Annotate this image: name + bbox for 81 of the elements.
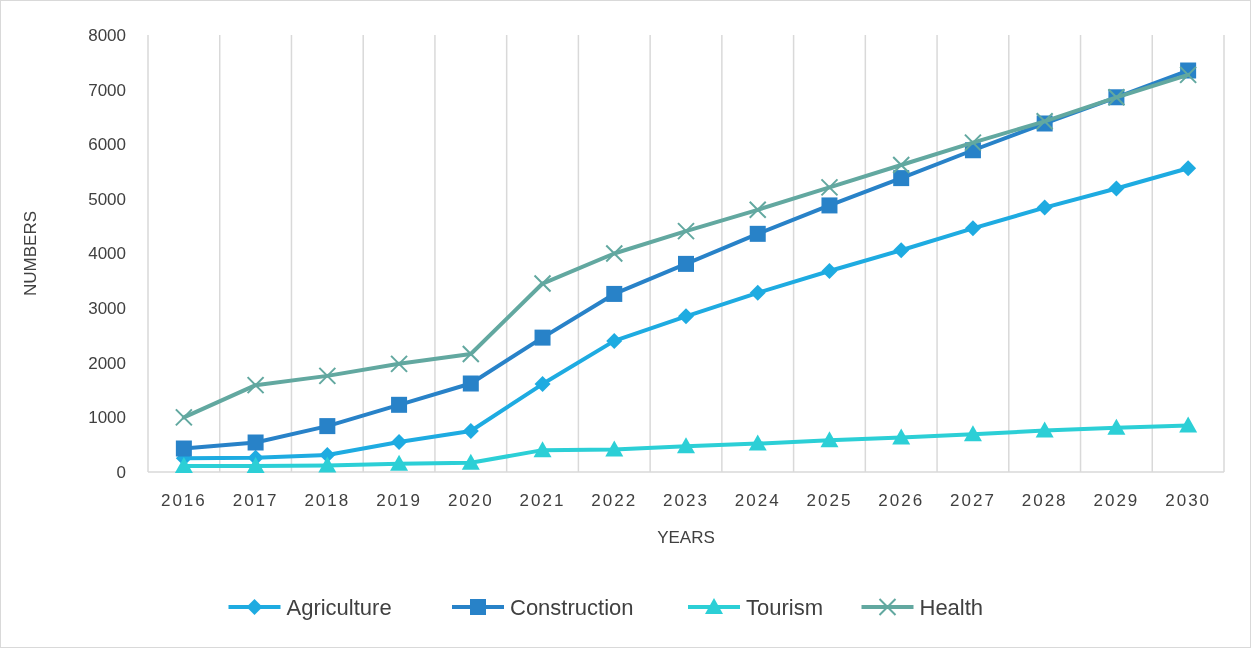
- x-tick-label: 2028: [1021, 491, 1068, 510]
- point: [175, 440, 192, 457]
- point: [247, 434, 264, 451]
- point: [534, 376, 551, 393]
- point: [534, 329, 551, 346]
- point: [678, 255, 694, 272]
- x-tick-label: 2022: [591, 491, 638, 510]
- point: [821, 262, 838, 279]
- x-tick-label: 2018: [304, 491, 351, 510]
- point: [892, 156, 911, 175]
- x-tick-label: 2020: [447, 491, 494, 510]
- legend-label: Tourism: [746, 594, 824, 620]
- point: [893, 170, 910, 187]
- point: [748, 434, 767, 451]
- point: [606, 332, 623, 349]
- point: [963, 133, 982, 152]
- point: [605, 244, 624, 263]
- point: [820, 431, 839, 448]
- point: [678, 308, 694, 325]
- point: [748, 200, 767, 219]
- point: [391, 396, 408, 413]
- x-tick-label: 2017: [232, 491, 279, 510]
- point: [533, 441, 552, 458]
- x-tick-label: 2026: [878, 491, 925, 510]
- point: [677, 222, 695, 241]
- x-tick-label: 2019: [376, 491, 422, 510]
- point: [893, 242, 910, 259]
- point: [461, 453, 480, 470]
- y-tick-label: 0: [116, 462, 126, 482]
- x-tick-label: 2029: [1093, 491, 1140, 510]
- point: [462, 423, 479, 440]
- y-tick-label: 2000: [88, 353, 126, 373]
- point: [391, 433, 408, 450]
- y-tick-label: 6000: [88, 135, 126, 155]
- x-tick-label: 2024: [734, 491, 781, 510]
- point: [246, 376, 265, 395]
- x-tick-label: 2016: [160, 491, 207, 510]
- x-tick-label: 2025: [806, 491, 853, 510]
- point: [1035, 421, 1054, 438]
- point: [318, 366, 337, 385]
- point: [821, 197, 838, 214]
- y-tick-label: 1000: [88, 408, 126, 428]
- point: [677, 437, 695, 454]
- point: [1179, 416, 1198, 433]
- x-tick-label: 2021: [519, 491, 566, 510]
- x-tick-label: 2023: [663, 491, 709, 510]
- y-axis-title: NUMBERS: [21, 210, 40, 297]
- point: [606, 285, 623, 302]
- point: [749, 225, 766, 242]
- legend-label: Agriculture: [286, 594, 392, 620]
- point: [1108, 180, 1125, 197]
- x-axis-title: YEARS: [657, 528, 715, 547]
- y-tick-label: 8000: [88, 25, 126, 45]
- legend-label: Health: [919, 594, 984, 620]
- legend-label: Construction: [510, 594, 634, 620]
- point: [1107, 418, 1126, 435]
- point: [319, 418, 336, 435]
- point: [892, 428, 911, 445]
- point: [964, 220, 981, 237]
- point: [820, 178, 839, 197]
- point: [1179, 65, 1198, 84]
- y-tick-label: 4000: [88, 244, 126, 264]
- y-tick-label: 7000: [88, 80, 126, 100]
- point: [174, 456, 193, 473]
- point: [174, 408, 193, 427]
- x-tick-label: 2027: [950, 491, 996, 510]
- point: [749, 284, 766, 301]
- point: [390, 354, 409, 373]
- point: [461, 345, 480, 364]
- point: [462, 375, 479, 392]
- point: [390, 454, 409, 471]
- point: [533, 274, 552, 293]
- point: [605, 440, 624, 457]
- point: [1036, 199, 1053, 216]
- point: [318, 456, 337, 473]
- y-tick-label: 5000: [88, 189, 126, 209]
- x-tick-label: 2030: [1165, 491, 1212, 510]
- y-tick-label: 3000: [88, 299, 126, 319]
- point: [963, 425, 982, 442]
- point: [1180, 160, 1197, 177]
- point: [246, 456, 265, 473]
